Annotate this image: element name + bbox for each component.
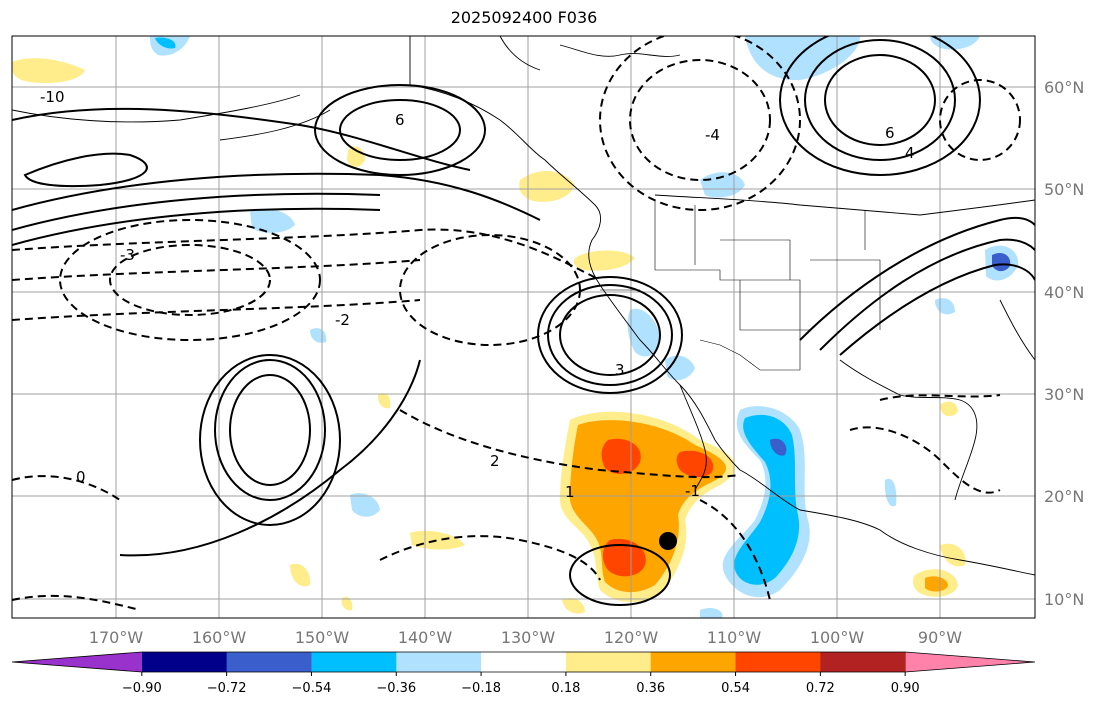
solid-contours <box>12 36 1035 606</box>
colorbar-swatch <box>820 652 906 672</box>
lon-label: 170°W <box>89 628 144 647</box>
lat-label: 10°N <box>1044 590 1084 609</box>
colorbar-tick-label: −0.72 <box>207 681 247 696</box>
contour-label-6: 6 <box>395 111 405 129</box>
contour-label-n10: -10 <box>40 88 65 106</box>
lon-label: 100°W <box>810 628 865 647</box>
political-borders <box>600 200 881 371</box>
contour-label-1: 1 <box>565 483 575 501</box>
colorbar-swatch <box>311 652 397 672</box>
colorbar-swatch <box>141 652 228 672</box>
colorbar: −0.90 −0.72 −0.54 −0.36 −0.18 0.18 0.36 0.54 0.7… <box>11 651 1036 696</box>
coastlines <box>12 36 1035 576</box>
colorbar-tick-label: 0.54 <box>721 681 750 696</box>
contour-label-0: 0 <box>76 468 86 486</box>
colorbar-tick-label: −0.36 <box>376 681 416 696</box>
contour-label-n3: -3 <box>120 246 135 264</box>
lat-lon-gridlines <box>12 36 1035 618</box>
colorbar-tick-label: −0.18 <box>461 681 501 696</box>
latitude-labels: 60°N 50°N 40°N 30°N 20°N 10°N <box>1044 78 1084 609</box>
lon-label: 150°W <box>295 628 350 647</box>
colorbar-swatch <box>481 652 567 672</box>
contour-label-n1: -1 <box>685 482 700 500</box>
lon-label: 140°W <box>398 628 453 647</box>
lat-label: 40°N <box>1044 283 1084 302</box>
contour-labels: 6 6 4 3 2 1 0 -1 -2 -3 -4 -10 <box>40 88 915 501</box>
longitude-labels: 170°W 160°W 150°W 140°W 130°W 120°W 110°… <box>89 628 962 647</box>
map-area <box>12 36 1035 618</box>
lon-label: 110°W <box>707 628 762 647</box>
lon-label: 130°W <box>501 628 556 647</box>
map-border <box>11 35 1036 619</box>
lat-label: 30°N <box>1044 385 1084 404</box>
lon-label: 90°W <box>918 628 962 647</box>
colorbar-swatch <box>650 652 737 672</box>
lat-label: 60°N <box>1044 78 1084 97</box>
colorbar-tick-label: 0.90 <box>891 681 920 696</box>
colorbar-extend-low <box>12 652 142 672</box>
colorbar-tick-label: 0.18 <box>551 681 580 696</box>
lon-label: 120°W <box>604 628 659 647</box>
lat-label: 20°N <box>1044 487 1084 506</box>
colorbar-swatch <box>226 652 312 672</box>
contour-label-3: 3 <box>615 361 625 379</box>
location-marker <box>659 532 677 550</box>
contour-label-2: 2 <box>490 452 500 470</box>
colorbar-swatch <box>735 652 821 672</box>
contour-label-4: 4 <box>905 144 915 162</box>
colorbar-extend-high <box>905 652 1035 672</box>
colorbar-tick-label: 0.36 <box>636 681 665 696</box>
contour-label-n2: -2 <box>335 311 350 329</box>
lon-label: 160°W <box>192 628 247 647</box>
lat-label: 50°N <box>1044 180 1084 199</box>
figure-title: 2025092400 F036 <box>450 8 598 27</box>
colorbar-swatch <box>396 652 482 672</box>
positive-anomaly-fill <box>12 58 966 614</box>
contour-label-n4: -4 <box>705 126 720 144</box>
colorbar-tick-label: 0.72 <box>806 681 835 696</box>
colorbar-swatch <box>565 652 652 672</box>
dashed-contours <box>12 36 1021 611</box>
contour-label-6b: 6 <box>885 124 895 142</box>
colorbar-tick-label: −0.54 <box>292 681 332 696</box>
colorbar-tick-label: −0.90 <box>122 681 162 696</box>
